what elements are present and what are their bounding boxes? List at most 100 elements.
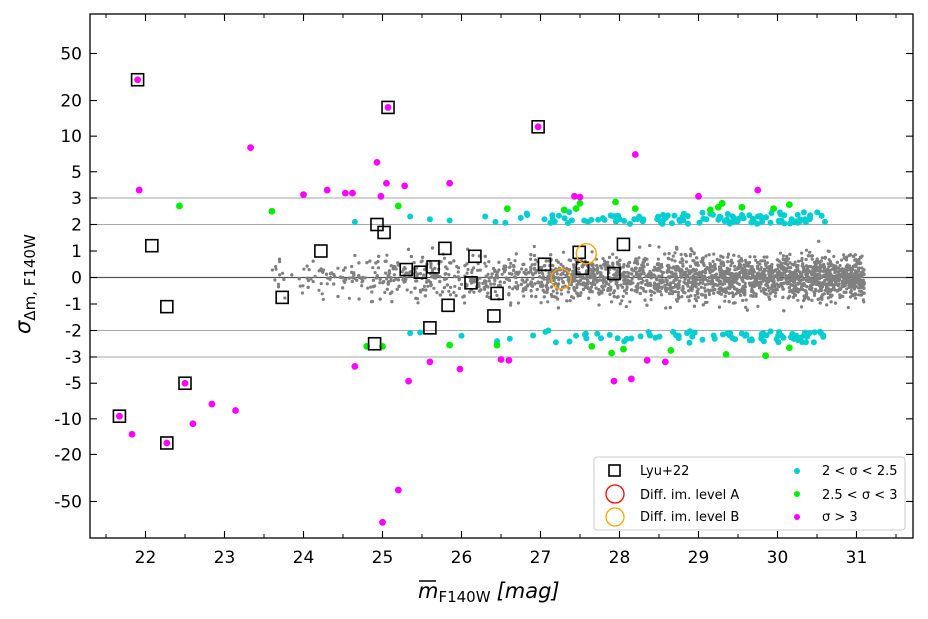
data-point-grey	[507, 257, 511, 262]
lyu22-marker	[145, 238, 159, 253]
data-point-grey	[486, 291, 490, 295]
plot-frame	[89, 13, 914, 539]
data-point-grey	[788, 261, 792, 265]
data-point-grey	[392, 273, 396, 277]
data-point-grey	[627, 271, 631, 275]
data-point-grey	[762, 291, 766, 295]
data-point-grey	[762, 277, 766, 281]
data-point-grey	[466, 267, 470, 272]
data-point-sigma-2-2.5	[686, 339, 693, 346]
data-point-sigma-2.5-3	[620, 345, 627, 353]
data-point-grey	[342, 268, 346, 272]
data-point-sigma-2-2.5	[773, 336, 780, 343]
data-point-grey	[679, 275, 683, 279]
data-point-grey	[701, 270, 705, 274]
data-point-grey	[836, 270, 841, 274]
data-point-grey	[705, 300, 709, 304]
data-point-grey	[698, 278, 702, 282]
data-point-grey	[820, 256, 824, 260]
data-point-sigma-2.5-3	[762, 352, 770, 360]
data-point-grey	[790, 272, 794, 276]
data-point-grey	[514, 271, 518, 275]
data-point-grey	[641, 268, 645, 273]
data-point-grey	[831, 274, 836, 278]
data-point-grey	[709, 282, 713, 286]
data-point-grey	[707, 275, 712, 280]
data-point-grey	[848, 273, 853, 277]
data-point-sigma-2.5-3	[667, 346, 675, 354]
data-point-grey	[478, 276, 482, 280]
data-point-grey	[621, 294, 625, 298]
data-point-grey	[848, 295, 853, 299]
data-point-sigma-2-2.5	[506, 335, 513, 342]
data-point-grey	[311, 280, 315, 284]
data-point-grey	[826, 249, 830, 253]
data-point-grey	[809, 277, 813, 281]
data-point-grey	[532, 267, 537, 271]
data-point-grey	[775, 258, 780, 262]
data-point-grey	[741, 268, 745, 272]
data-point-grey	[381, 281, 385, 285]
data-point-grey	[276, 285, 281, 289]
data-point-grey	[610, 300, 614, 304]
data-point-grey	[685, 282, 689, 286]
data-point-grey	[639, 276, 644, 281]
data-point-sigma-2.5-3	[493, 341, 501, 349]
data-point-grey	[680, 295, 684, 299]
data-point-grey	[758, 277, 762, 281]
data-point-grey	[764, 263, 768, 267]
data-point-grey	[851, 264, 855, 268]
data-point-grey	[851, 254, 856, 258]
data-point-sigma-2-2.5	[523, 211, 530, 217]
data-point-grey	[695, 256, 699, 260]
data-point-grey	[802, 277, 806, 281]
data-point-grey	[386, 280, 391, 284]
data-point-grey	[802, 294, 806, 298]
data-point-grey	[809, 265, 813, 269]
data-point-grey	[561, 264, 565, 268]
data-point-grey	[531, 276, 535, 281]
data-point-grey	[767, 289, 771, 293]
lyu22-marker	[160, 299, 174, 314]
data-point-grey	[715, 278, 719, 282]
data-point-grey	[369, 285, 373, 289]
data-point-grey	[821, 274, 825, 278]
data-point-grey	[697, 270, 702, 274]
data-point-grey	[763, 269, 767, 273]
data-point-grey	[576, 279, 580, 283]
data-point-grey	[858, 285, 862, 289]
data-point-grey	[816, 282, 820, 286]
data-point-sigma-gt-3	[163, 439, 171, 447]
data-point-grey	[784, 278, 788, 282]
y-tick-label: 3	[71, 189, 82, 209]
data-point-grey	[426, 284, 430, 288]
data-point-grey	[637, 277, 641, 281]
data-point-grey	[797, 259, 801, 263]
data-point-grey	[341, 276, 345, 280]
data-point-grey	[688, 254, 693, 258]
data-point-grey	[559, 292, 564, 296]
data-point-sigma-2-2.5	[810, 339, 817, 346]
data-point-sigma-2-2.5	[417, 329, 424, 336]
data-point-grey	[819, 259, 823, 263]
data-point-grey	[688, 272, 692, 276]
data-point-grey	[861, 291, 865, 295]
data-point-grey	[493, 290, 497, 294]
data-point-grey	[701, 262, 706, 266]
data-point-grey	[859, 261, 863, 265]
data-point-grey	[336, 294, 340, 299]
data-point-grey	[532, 253, 537, 258]
data-point-grey	[378, 277, 382, 281]
data-point-sigma-gt-3	[377, 192, 385, 200]
data-point-grey	[701, 303, 705, 307]
data-point-grey	[449, 285, 453, 289]
data-point-grey	[784, 259, 789, 263]
lyu22-marker	[381, 100, 395, 115]
data-point-grey	[727, 281, 731, 286]
data-point-grey	[854, 285, 858, 289]
data-point-grey	[800, 264, 804, 268]
data-point-grey	[784, 268, 789, 272]
data-point-grey	[826, 296, 831, 300]
data-point-grey	[514, 252, 518, 256]
